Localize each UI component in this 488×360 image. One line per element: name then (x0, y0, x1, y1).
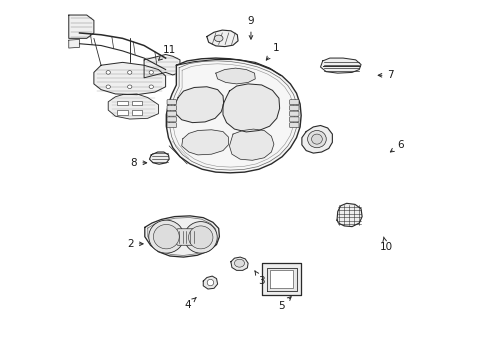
Ellipse shape (127, 85, 132, 89)
FancyBboxPatch shape (289, 105, 298, 111)
Ellipse shape (106, 71, 110, 74)
FancyBboxPatch shape (167, 105, 176, 111)
Polygon shape (69, 15, 94, 39)
Bar (131, 101, 142, 105)
FancyBboxPatch shape (167, 123, 176, 128)
Polygon shape (320, 58, 360, 73)
Ellipse shape (149, 85, 153, 89)
Text: 11: 11 (158, 45, 176, 60)
Ellipse shape (184, 222, 217, 253)
Ellipse shape (207, 279, 213, 286)
Polygon shape (301, 126, 332, 153)
Polygon shape (203, 276, 217, 289)
FancyBboxPatch shape (167, 111, 176, 116)
Polygon shape (336, 203, 362, 226)
Polygon shape (266, 267, 296, 291)
Text: 10: 10 (379, 237, 392, 252)
FancyBboxPatch shape (167, 100, 176, 105)
Polygon shape (262, 263, 301, 296)
Polygon shape (94, 62, 165, 95)
FancyBboxPatch shape (289, 117, 298, 122)
Polygon shape (182, 130, 228, 155)
FancyBboxPatch shape (289, 111, 298, 116)
Text: 6: 6 (389, 140, 403, 152)
Ellipse shape (127, 71, 132, 74)
Polygon shape (229, 129, 273, 160)
Polygon shape (174, 87, 223, 123)
Bar (131, 111, 142, 115)
FancyBboxPatch shape (167, 117, 176, 122)
FancyBboxPatch shape (176, 229, 196, 245)
Bar (117, 101, 128, 105)
Polygon shape (69, 40, 80, 48)
Text: 1: 1 (266, 43, 279, 60)
Text: 5: 5 (277, 297, 290, 311)
Polygon shape (206, 30, 238, 46)
Polygon shape (144, 216, 219, 257)
Polygon shape (223, 84, 279, 132)
Ellipse shape (153, 225, 179, 249)
FancyBboxPatch shape (289, 123, 298, 128)
FancyBboxPatch shape (289, 100, 298, 105)
Text: 7: 7 (377, 70, 393, 80)
Ellipse shape (234, 259, 244, 267)
Text: 4: 4 (184, 298, 196, 310)
Ellipse shape (214, 35, 223, 41)
Polygon shape (144, 54, 180, 78)
Ellipse shape (307, 131, 325, 148)
Text: 3: 3 (254, 271, 264, 286)
Ellipse shape (188, 226, 212, 249)
Polygon shape (270, 270, 293, 288)
Polygon shape (108, 94, 158, 119)
Text: 2: 2 (127, 239, 143, 249)
Text: 9: 9 (247, 17, 254, 39)
Text: 8: 8 (130, 158, 146, 168)
Ellipse shape (311, 134, 322, 144)
Polygon shape (230, 257, 247, 270)
Ellipse shape (106, 85, 110, 89)
Bar (117, 111, 128, 115)
Ellipse shape (149, 71, 153, 74)
Polygon shape (215, 68, 255, 84)
Polygon shape (166, 58, 301, 173)
Ellipse shape (148, 220, 183, 253)
Polygon shape (149, 152, 169, 164)
